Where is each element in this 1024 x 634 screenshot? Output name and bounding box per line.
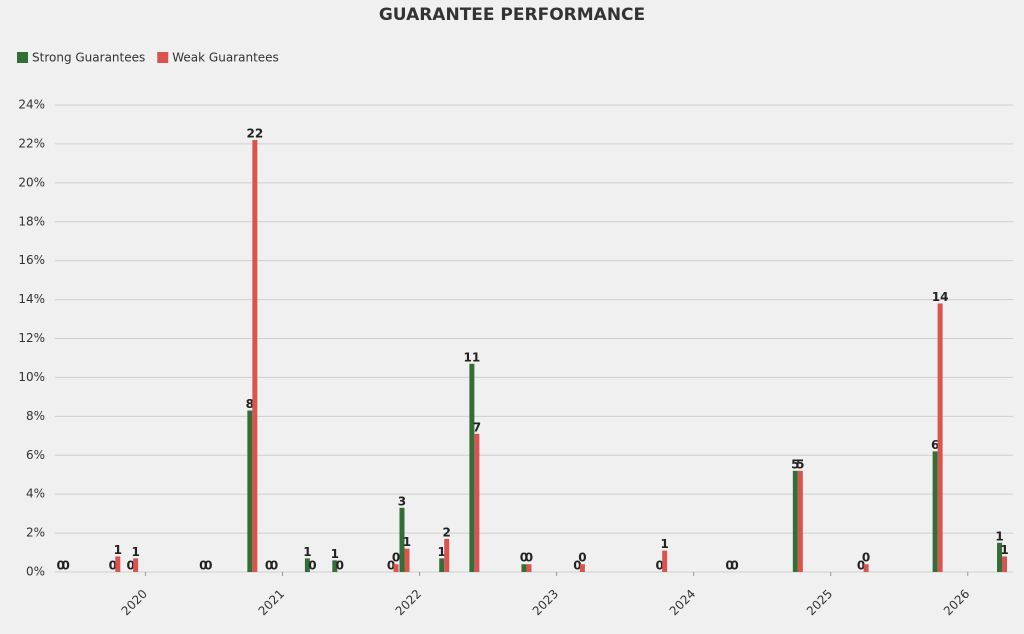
value-label: 2 <box>443 525 451 539</box>
bar <box>469 363 475 572</box>
value-label: 0 <box>857 559 865 573</box>
value-label: 0 <box>270 559 278 573</box>
value-label: 22 <box>247 127 264 141</box>
x-tick-label: 2025 <box>804 587 835 618</box>
y-tick-label: 22% <box>18 136 45 150</box>
x-tick-label: 2026 <box>941 587 972 618</box>
bar <box>932 451 938 572</box>
x-tick-label: 2022 <box>393 587 424 618</box>
bar <box>247 410 253 572</box>
value-label: 1 <box>403 535 411 549</box>
bar <box>521 564 527 572</box>
y-tick-label: 0% <box>26 565 45 579</box>
chart-title: GUARANTEE PERFORMANCE <box>379 5 645 25</box>
value-label: 1 <box>995 529 1003 543</box>
y-tick-label: 24% <box>18 98 45 112</box>
value-label: 0 <box>265 559 273 573</box>
value-label: 1 <box>1000 543 1008 557</box>
bar <box>404 548 410 572</box>
y-tick-label: 10% <box>18 370 45 384</box>
bar <box>444 538 450 572</box>
value-label: 1 <box>660 537 668 551</box>
value-label: 1 <box>438 545 446 559</box>
value-label: 0 <box>126 559 134 573</box>
y-tick-label: 14% <box>18 292 45 306</box>
bar <box>1002 556 1008 572</box>
bar <box>997 542 1003 572</box>
value-label: 0 <box>204 559 212 573</box>
bar <box>474 433 480 572</box>
x-tick-label: 2024 <box>667 587 698 618</box>
bar <box>863 564 869 572</box>
value-label: 0 <box>109 559 117 573</box>
y-tick-label: 4% <box>26 487 45 501</box>
bar <box>133 558 139 572</box>
x-tick-label: 2021 <box>256 587 287 618</box>
value-label: 0 <box>336 559 344 573</box>
value-label: 0 <box>57 559 65 573</box>
legend-label: Strong Guarantees <box>32 51 145 65</box>
value-label: 0 <box>573 559 581 573</box>
x-tick-label: 2023 <box>530 587 561 618</box>
y-tick-label: 2% <box>26 526 45 540</box>
value-label: 0 <box>308 559 316 573</box>
value-label: 0 <box>655 559 663 573</box>
value-label: 14 <box>932 290 949 304</box>
value-label: 0 <box>725 559 733 573</box>
value-label: 1 <box>331 547 339 561</box>
value-label: 0 <box>387 559 395 573</box>
bar <box>332 560 338 572</box>
bar <box>399 507 405 572</box>
value-label: 7 <box>473 420 481 434</box>
value-label: 0 <box>525 551 533 565</box>
value-label: 0 <box>520 551 528 565</box>
bar <box>937 303 943 572</box>
value-label: 6 <box>931 438 939 452</box>
value-label: 5 <box>796 457 804 471</box>
value-label: 0 <box>392 551 400 565</box>
value-label: 0 <box>730 559 738 573</box>
bar <box>439 558 445 572</box>
value-label: 1 <box>114 543 122 557</box>
bar <box>393 564 399 572</box>
bar <box>115 556 121 572</box>
value-label: 1 <box>131 545 139 559</box>
y-tick-label: 18% <box>18 214 45 228</box>
value-label: 11 <box>464 350 481 364</box>
legend-swatch <box>17 52 28 63</box>
y-tick-label: 8% <box>26 409 45 423</box>
bar <box>662 550 668 572</box>
y-tick-label: 16% <box>18 253 45 267</box>
bar <box>579 564 585 572</box>
value-label: 0 <box>578 551 586 565</box>
value-label: 0 <box>62 559 70 573</box>
y-tick-label: 20% <box>18 175 45 189</box>
bar <box>252 140 258 572</box>
value-label: 5 <box>791 457 799 471</box>
y-tick-label: 6% <box>26 448 45 462</box>
x-tick-label: 2020 <box>119 587 150 618</box>
bar <box>304 558 310 572</box>
value-label: 0 <box>199 559 207 573</box>
bar <box>526 564 532 572</box>
legend-label: Weak Guarantees <box>172 51 279 65</box>
bar <box>792 470 798 572</box>
legend-swatch <box>157 52 169 63</box>
y-tick-label: 12% <box>18 331 45 345</box>
bar <box>797 470 803 572</box>
value-label: 8 <box>246 397 254 411</box>
value-label: 0 <box>862 551 870 565</box>
value-label: 3 <box>398 494 406 508</box>
value-label: 1 <box>303 545 311 559</box>
